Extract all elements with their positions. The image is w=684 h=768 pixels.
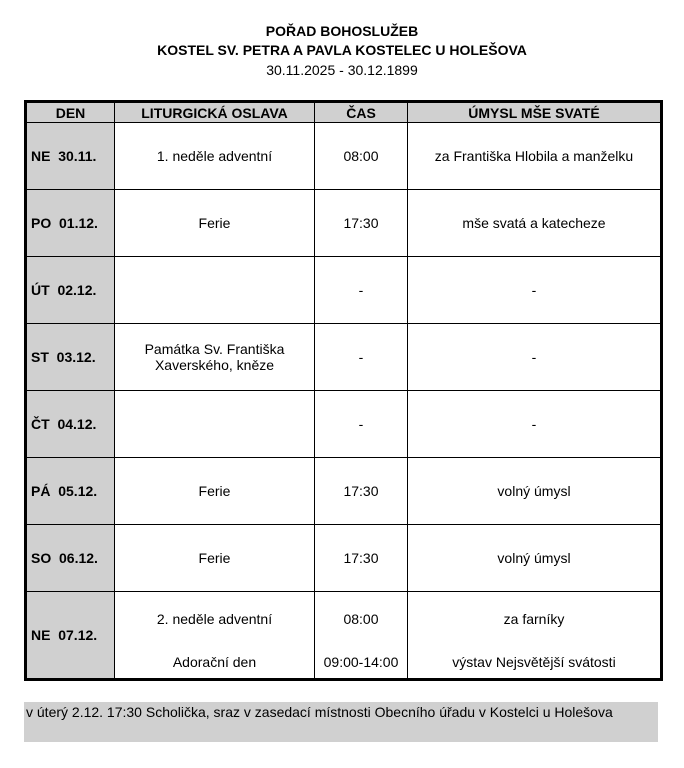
day-cell: ÚT 02.12. [25, 256, 115, 324]
table-row: NE 07.12. 2. neděle adventní Adorační den 0… [25, 591, 662, 680]
table-row: PÁ 05.12. Ferie 17:30 volný úmysl [25, 457, 662, 525]
time-cell: 17:30 [314, 189, 408, 257]
intention-cell: za Františka Hlobila a manželku [407, 122, 662, 190]
intention-cell-secondary: výstav Nejsvětější svátosti [452, 654, 616, 670]
day-cell: NE 30.11. [25, 122, 115, 190]
column-time: ČAS [314, 101, 408, 123]
feast-cell: Ferie [114, 457, 315, 525]
intention-cell: - [407, 256, 662, 324]
intention-cell: - [407, 390, 662, 458]
day-cell: PÁ 05.12. [25, 457, 115, 525]
day-cell: NE 07.12. [25, 591, 115, 680]
time-cell: 17:30 [314, 457, 408, 525]
intention-cell: - [407, 323, 662, 391]
column-day: DEN [25, 101, 115, 123]
column-intention: ÚMYSL MŠE SVATÉ [407, 101, 662, 123]
feast-cell-primary: 2. neděle adventní [156, 611, 273, 627]
table-row: ČT 04.12. - - [25, 390, 662, 458]
feast-cell [114, 390, 315, 458]
time-cell: 08:00 09:00-14:00 [314, 591, 408, 680]
intention-cell-primary: za farníky [503, 611, 565, 627]
schedule-table: DEN LITURGICKÁ OSLAVA ČAS ÚMYSL MŠE SVAT… [24, 100, 663, 681]
day-cell: SO 06.12. [25, 524, 115, 592]
table-row: SO 06.12. Ferie 17:30 volný úmysl [25, 524, 662, 592]
feast-cell [114, 256, 315, 324]
day-cell: ČT 04.12. [25, 390, 115, 458]
intention-cell: volný úmysl [407, 457, 662, 525]
feast-cell: Ferie [114, 189, 315, 257]
table-row: ST 03.12. Památka Sv. Františka Xaverskéh… [25, 323, 662, 391]
column-feast: LITURGICKÁ OSLAVA [114, 101, 315, 123]
page-title: POŘAD BOHOSLUŽEB [265, 23, 419, 39]
table-row: ÚT 02.12. - - [25, 256, 662, 324]
time-cell: 08:00 [314, 122, 408, 190]
time-cell: - [314, 323, 408, 391]
day-cell: ST 03.12. [25, 323, 115, 391]
table-header: DEN LITURGICKÁ OSLAVA ČAS ÚMYSL MŠE SVAT… [25, 101, 662, 123]
intention-cell: za farníky výstav Nejsvětější svátosti [407, 591, 662, 680]
intention-cell: mše svatá a katecheze [407, 189, 662, 257]
feast-cell: Ferie [114, 524, 315, 592]
day-cell: PO 01.12. [25, 189, 115, 257]
feast-cell: 2. neděle adventní Adorační den [114, 591, 315, 680]
date-range: 30.11.2025 - 30.12.1899 [266, 62, 418, 78]
church-name: KOSTEL SV. PETRA A PAVLA KOSTELEC U HOLE… [157, 42, 527, 58]
time-cell-secondary: 09:00-14:00 [323, 654, 399, 670]
table-row: PO 01.12. Ferie 17:30 mše svatá a katecheze [25, 189, 662, 257]
time-cell: - [314, 390, 408, 458]
time-cell-primary: 08:00 [343, 611, 379, 627]
feast-cell: Památka Sv. Františka Xaverského, kněze [114, 323, 315, 391]
feast-cell: 1. neděle adventní [114, 122, 315, 190]
feast-cell-secondary: Adorační den [172, 654, 257, 670]
time-cell: - [314, 256, 408, 324]
time-cell: 17:30 [314, 524, 408, 592]
table-row: NE 30.11. 1. neděle adventní 08:00 za Frant… [25, 122, 662, 190]
intention-cell: volný úmysl [407, 524, 662, 592]
announcement-note: v úterý 2.12. 17:30 Scholička, sraz v za… [24, 702, 658, 742]
